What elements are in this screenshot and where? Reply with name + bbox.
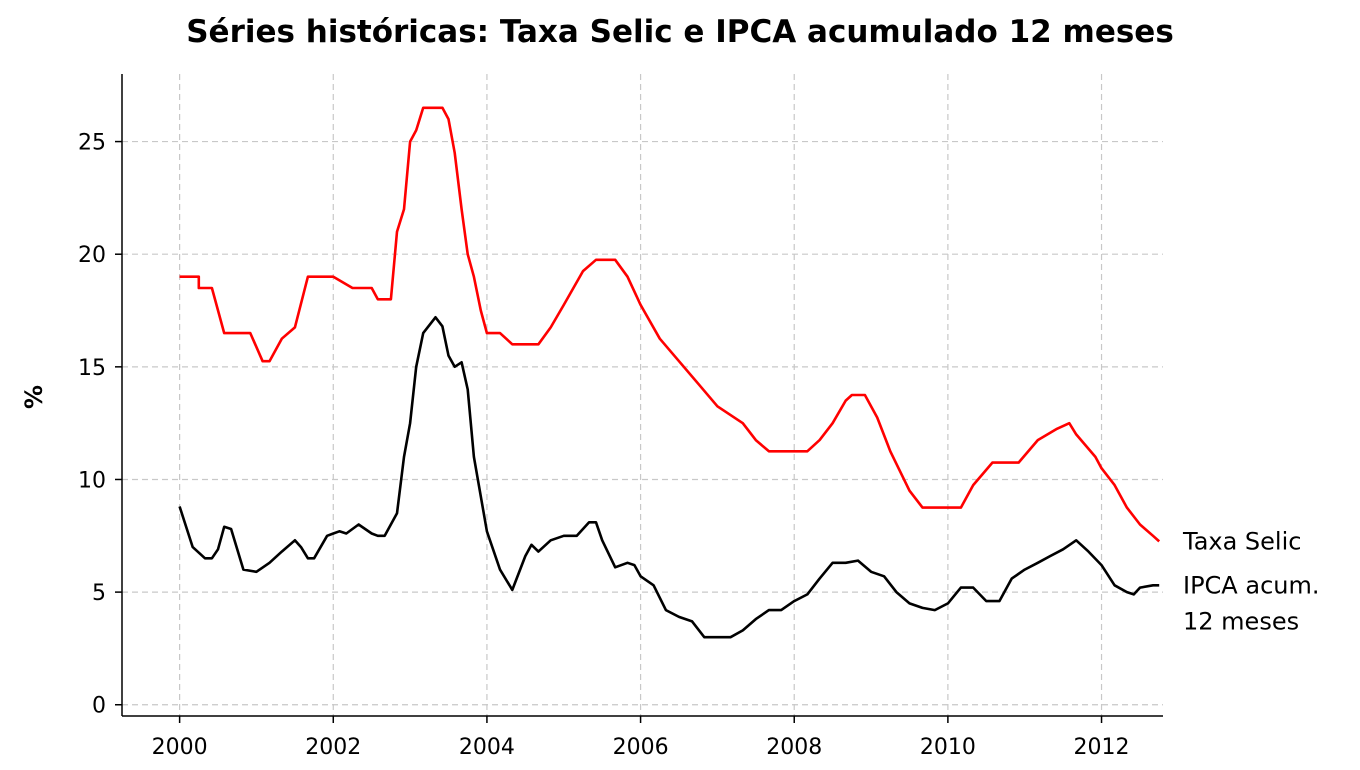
- series-labels: Taxa Selic IPCA acum. 12 meses: [1182, 527, 1319, 635]
- y-tick-label: 0: [92, 694, 106, 719]
- chart-title: Séries históricas: Taxa Selic e IPCA acu…: [186, 14, 1174, 50]
- y-tick-label: 25: [78, 131, 106, 156]
- series-line-1: [178, 316, 1160, 639]
- series-label: IPCA acum.: [1183, 571, 1319, 599]
- x-tick-label: 2000: [152, 735, 208, 760]
- x-tick-label: 2008: [766, 735, 822, 760]
- y-tick-label: 5: [92, 581, 106, 606]
- series: [178, 106, 1161, 639]
- grid: [122, 74, 1163, 716]
- y-tick-label: 20: [78, 243, 106, 268]
- y-tick-label: 15: [78, 356, 106, 381]
- y-axis-label: %: [20, 385, 48, 409]
- series-line-0: [179, 106, 1161, 543]
- x-tick-label: 2004: [459, 735, 515, 760]
- y-tick-label: 10: [78, 468, 106, 493]
- series-label: 12 meses: [1183, 607, 1299, 635]
- axes: 2000 2002 2004 2006 2008 2010 2012 0 5 10 15 20 25: [78, 74, 1163, 760]
- x-tick-label: 2006: [613, 735, 669, 760]
- x-tick-label: 2010: [920, 735, 976, 760]
- series-label: Taxa Selic: [1182, 527, 1301, 555]
- x-tick-label: 2002: [305, 735, 361, 760]
- x-tick-label: 2012: [1074, 735, 1130, 760]
